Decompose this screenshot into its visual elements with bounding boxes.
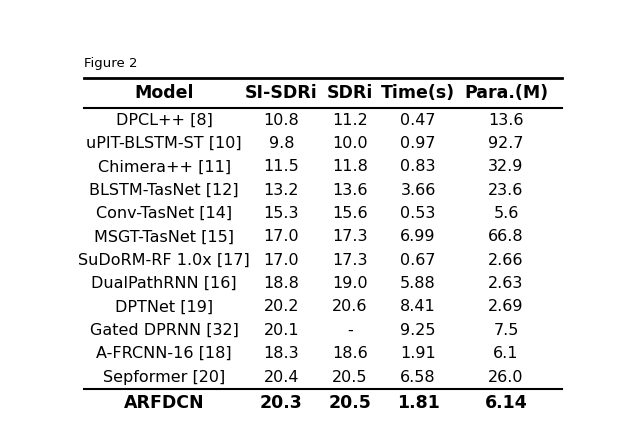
Text: 92.7: 92.7 <box>488 136 524 151</box>
Text: 6.1: 6.1 <box>493 346 518 361</box>
Text: 32.9: 32.9 <box>488 159 524 174</box>
Text: MSGT-TasNet [15]: MSGT-TasNet [15] <box>94 229 234 244</box>
Text: 9.25: 9.25 <box>400 323 436 338</box>
Text: 6.14: 6.14 <box>484 394 527 412</box>
Text: 2.63: 2.63 <box>488 276 524 291</box>
Text: 2.69: 2.69 <box>488 299 524 314</box>
Text: 18.8: 18.8 <box>263 276 299 291</box>
Text: 15.3: 15.3 <box>263 206 299 221</box>
Text: 19.0: 19.0 <box>332 276 367 291</box>
Text: SuDoRM-RF 1.0x [17]: SuDoRM-RF 1.0x [17] <box>78 253 250 268</box>
Text: 26.0: 26.0 <box>488 370 524 384</box>
Text: 17.0: 17.0 <box>263 253 299 268</box>
Text: 1.91: 1.91 <box>400 346 436 361</box>
Text: Time(s): Time(s) <box>381 84 455 102</box>
Text: 10.8: 10.8 <box>263 113 299 128</box>
Text: A-FRCNN-16 [18]: A-FRCNN-16 [18] <box>96 346 232 361</box>
Text: 13.6: 13.6 <box>488 113 524 128</box>
Text: 11.5: 11.5 <box>263 159 299 174</box>
Text: 18.3: 18.3 <box>263 346 299 361</box>
Text: 20.4: 20.4 <box>263 370 299 384</box>
Text: 20.2: 20.2 <box>263 299 299 314</box>
Text: 11.2: 11.2 <box>332 113 367 128</box>
Text: 15.6: 15.6 <box>332 206 367 221</box>
Text: 6.58: 6.58 <box>400 370 436 384</box>
Text: 2.66: 2.66 <box>488 253 524 268</box>
Text: Figure 2: Figure 2 <box>84 57 137 70</box>
Text: Conv-TasNet [14]: Conv-TasNet [14] <box>96 206 232 221</box>
Text: Gated DPRNN [32]: Gated DPRNN [32] <box>89 323 239 338</box>
Text: 0.47: 0.47 <box>400 113 436 128</box>
Text: 1.81: 1.81 <box>397 394 440 412</box>
Text: ARFDCN: ARFDCN <box>124 394 205 412</box>
Text: 3.66: 3.66 <box>401 183 436 198</box>
Text: 17.3: 17.3 <box>332 229 367 244</box>
Text: -: - <box>347 323 353 338</box>
Text: 66.8: 66.8 <box>488 229 524 244</box>
Text: 20.5: 20.5 <box>332 370 367 384</box>
Text: Para.(M): Para.(M) <box>464 84 548 102</box>
Text: BLSTM-TasNet [12]: BLSTM-TasNet [12] <box>89 183 239 198</box>
Text: 5.6: 5.6 <box>493 206 518 221</box>
Text: DPTNet [19]: DPTNet [19] <box>115 299 214 314</box>
Text: 20.6: 20.6 <box>332 299 367 314</box>
Text: SI-SDRi: SI-SDRi <box>245 84 318 102</box>
Text: 8.41: 8.41 <box>400 299 436 314</box>
Text: Sepformer [20]: Sepformer [20] <box>103 370 226 384</box>
Text: 0.83: 0.83 <box>400 159 436 174</box>
Text: DualPathRNN [16]: DualPathRNN [16] <box>91 276 237 291</box>
Text: Model: Model <box>134 84 194 102</box>
Text: 18.6: 18.6 <box>332 346 367 361</box>
Text: 0.97: 0.97 <box>400 136 436 151</box>
Text: 9.8: 9.8 <box>268 136 294 151</box>
Text: 17.3: 17.3 <box>332 253 367 268</box>
Text: Chimera++ [11]: Chimera++ [11] <box>98 159 231 174</box>
Text: 17.0: 17.0 <box>263 229 299 244</box>
Text: 0.53: 0.53 <box>401 206 436 221</box>
Text: 13.2: 13.2 <box>263 183 299 198</box>
Text: 5.88: 5.88 <box>400 276 436 291</box>
Text: 7.5: 7.5 <box>493 323 518 338</box>
Text: 13.6: 13.6 <box>332 183 367 198</box>
Text: 0.67: 0.67 <box>400 253 436 268</box>
Text: DPCL++ [8]: DPCL++ [8] <box>116 113 213 128</box>
Text: 10.0: 10.0 <box>332 136 367 151</box>
Text: 20.5: 20.5 <box>328 394 371 412</box>
Text: 6.99: 6.99 <box>400 229 436 244</box>
Text: uPIT-BLSTM-ST [10]: uPIT-BLSTM-ST [10] <box>86 136 242 151</box>
Text: 20.3: 20.3 <box>260 394 303 412</box>
Text: 23.6: 23.6 <box>488 183 524 198</box>
Text: 20.1: 20.1 <box>263 323 299 338</box>
Text: SDRi: SDRi <box>326 84 373 102</box>
Text: 11.8: 11.8 <box>332 159 368 174</box>
